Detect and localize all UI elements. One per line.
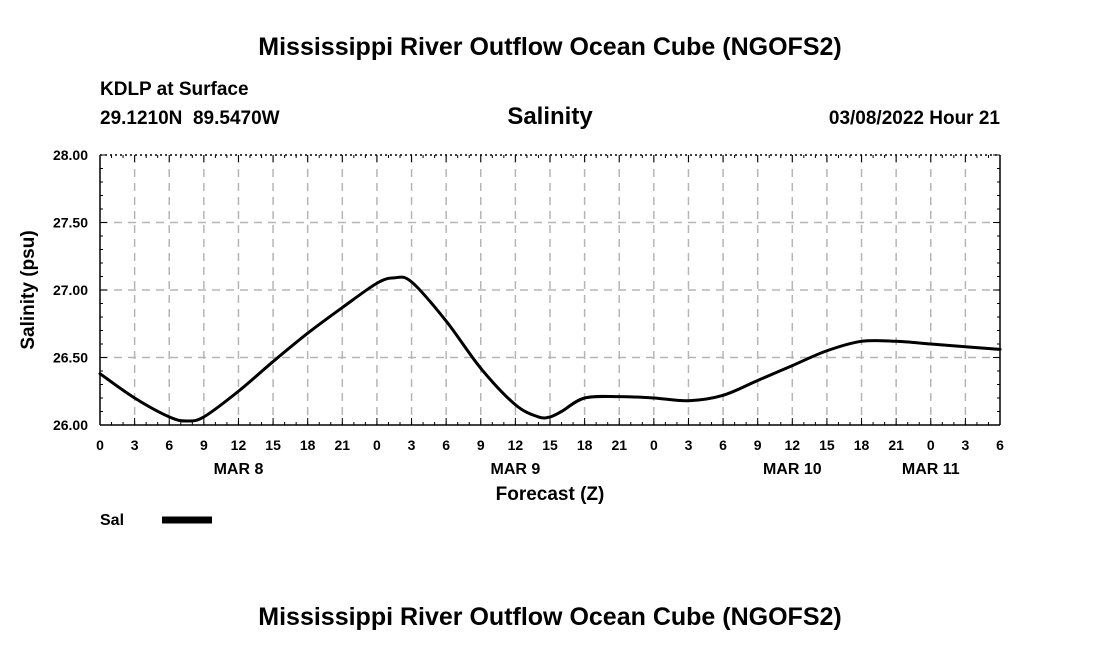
x-tick-label: 9	[477, 437, 485, 453]
x-tick-label: 6	[165, 437, 173, 453]
footer-title: Mississippi River Outflow Ocean Cube (NG…	[258, 603, 841, 631]
x-tick-label: 3	[131, 437, 139, 453]
y-tick-label: 28.00	[53, 147, 88, 163]
x-tick-label: 3	[408, 437, 416, 453]
x-tick-label: 9	[754, 437, 762, 453]
x-tick-label: 0	[373, 437, 381, 453]
x-axis-label: Forecast (Z)	[496, 484, 605, 505]
y-tick-label: 27.50	[53, 215, 88, 231]
x-tick-label: 21	[611, 437, 627, 453]
x-tick-label: 6	[442, 437, 450, 453]
x-tick-label: 18	[577, 437, 593, 453]
x-tick-label: 12	[231, 437, 247, 453]
x-tick-label: 12	[785, 437, 801, 453]
location-label: 29.1210N 89.5470W	[100, 108, 280, 129]
day-label: MAR 8	[214, 461, 264, 478]
legend-label: Sal	[100, 512, 124, 529]
series	[98, 275, 1002, 423]
x-tick-label: 12	[508, 437, 524, 453]
x-tick-label: 0	[650, 437, 658, 453]
x-tick-label: 21	[888, 437, 904, 453]
legend: Sal	[100, 512, 212, 529]
x-tick-label: 15	[265, 437, 281, 453]
day-label: MAR 10	[763, 461, 822, 478]
x-tick-label: 6	[996, 437, 1004, 453]
x-tick-label: 15	[819, 437, 835, 453]
day-label: MAR 11	[902, 461, 960, 478]
x-tick-label: 21	[335, 437, 351, 453]
station-label: KDLP at Surface	[100, 79, 249, 100]
series-line-sal	[98, 275, 1002, 423]
day-label: MAR 9	[490, 461, 540, 478]
grid	[100, 155, 1000, 425]
chart-subtitle: Salinity	[507, 103, 593, 130]
x-tick-label: 6	[719, 437, 727, 453]
x-tick-label: 18	[854, 437, 870, 453]
y-tick-label: 26.00	[53, 417, 88, 433]
x-tick-label: 3	[961, 437, 969, 453]
datetime-label: 03/08/2022 Hour 21	[829, 108, 1001, 129]
x-tick-label: 18	[300, 437, 316, 453]
x-tick-label: 15	[542, 437, 558, 453]
chart-title: Mississippi River Outflow Ocean Cube (NG…	[258, 33, 841, 61]
x-tick-label: 3	[685, 437, 693, 453]
y-tick-label: 27.00	[53, 282, 88, 298]
axes: 26.00 26.50 27.00 27.50 28.00 0 3 6 9 12 15 18 21 0 3 6…	[53, 147, 1004, 478]
x-tick-label: 0	[927, 437, 935, 453]
x-tick-label: 9	[200, 437, 208, 453]
x-tick-label: 0	[96, 437, 104, 453]
y-axis-label: Salinity (psu)	[18, 230, 39, 349]
y-tick-label: 26.50	[53, 350, 88, 366]
